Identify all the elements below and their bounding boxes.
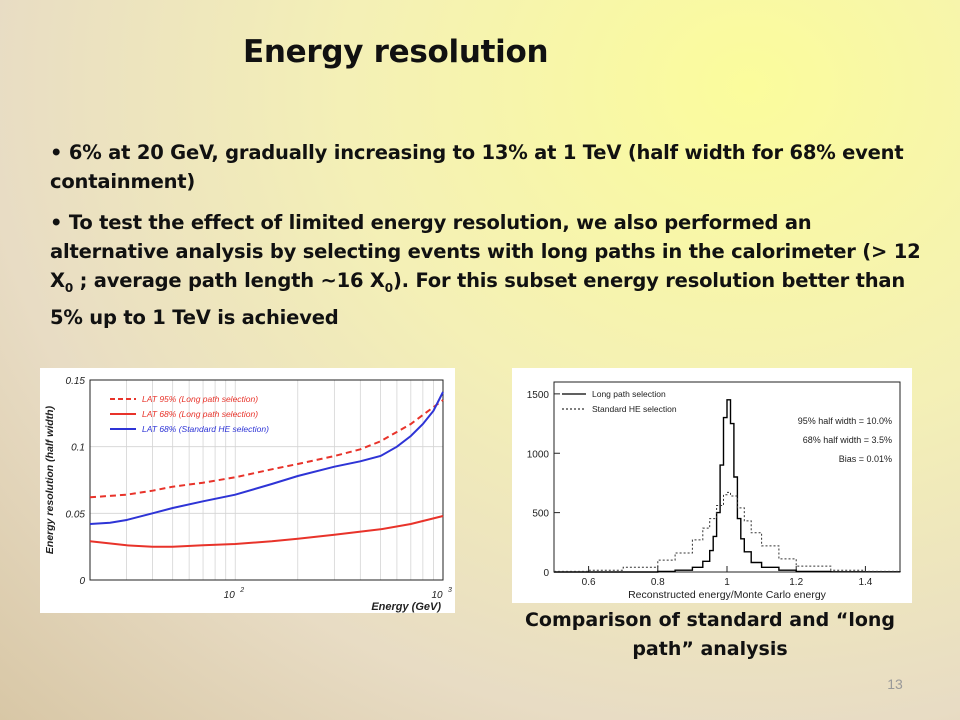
y-tick-label: 0.05	[66, 509, 86, 520]
legend-label: Long path selection	[592, 389, 666, 399]
figure-caption: Comparison of standard and “long path” a…	[524, 609, 896, 660]
x-axis-label: Reconstructed energy/Monte Carlo energy	[628, 589, 827, 601]
bullet-item: • To test the effect of limited energy r…	[50, 208, 930, 332]
legend-label: LAT 68% (Standard HE selection)	[142, 424, 269, 434]
y-tick-label: 0.15	[66, 376, 86, 387]
left-chart-panel: 0 0.05 0.1 0.15 10 2 10 3 Energy (GeV) Energy res…	[40, 368, 455, 613]
slide-title: Energy resolution	[243, 34, 549, 70]
bullet-marker: •	[50, 211, 63, 234]
legend-label: LAT 68% (Long path selection)	[142, 409, 258, 419]
reconstructed-energy-histogram: 0 500 1000 1500 0.6 0.8 1 1.2 1.4 Reconstructed e…	[527, 381, 901, 601]
series-line-1	[89, 399, 444, 499]
y-tick-label: 1500	[527, 390, 550, 401]
subscript-zero: 0	[384, 280, 393, 295]
x-tick-exponent: 2	[239, 587, 244, 594]
x-tick-label: 1.2	[789, 577, 803, 588]
y-tick-label: 0	[79, 576, 85, 587]
bullet-text-2b: ; average path length ~16 X	[73, 269, 385, 292]
y-tick-label: 500	[532, 509, 549, 520]
legend-label: Standard HE selection	[592, 404, 677, 414]
x-tick-label: 1	[724, 577, 730, 588]
histogram-series-2	[554, 491, 901, 572]
y-axis-label: Energy resolution (half width)	[44, 405, 56, 554]
y-tick-label: 0	[543, 568, 549, 579]
x-axis-label: Energy (GeV)	[371, 601, 441, 613]
series-line-3	[89, 391, 444, 525]
x-tick-label: 0.8	[651, 577, 665, 588]
stat-annotation: Bias = 0.01%	[839, 454, 892, 464]
x-tick-label: 0.6	[582, 577, 596, 588]
histogram-series-1	[554, 399, 901, 573]
x-tick-label: 10	[224, 590, 236, 601]
x-tick-exponent: 3	[448, 587, 452, 594]
bullet-item: • 6% at 20 GeV, gradually increasing to …	[50, 138, 930, 196]
y-tick-label: 0.1	[71, 443, 85, 454]
stat-annotation: 95% half width = 10.0%	[798, 416, 892, 426]
legend-label: LAT 95% (Long path selection)	[142, 394, 258, 404]
bullet-list: • 6% at 20 GeV, gradually increasing to …	[50, 138, 930, 344]
x-tick-label: 1.4	[858, 577, 872, 588]
bullet-text-2a: To test the effect of limited energy res…	[50, 211, 921, 292]
right-chart-panel: 0 500 1000 1500 0.6 0.8 1 1.2 1.4 Reconstructed e…	[512, 368, 912, 603]
bullet-text-2c: ). For this subset energy resolution bet…	[50, 269, 906, 329]
slide-number: 13	[887, 676, 903, 692]
x-tick-label: 10	[431, 590, 443, 601]
series-line-2	[89, 515, 444, 548]
plot-frame	[89, 379, 444, 581]
stat-annotation: 68% half width = 3.5%	[803, 435, 892, 445]
bullet-text-1: 6% at 20 GeV, gradually increasing to 13…	[50, 141, 904, 193]
subscript-zero: 0	[64, 280, 73, 295]
bullet-marker: •	[50, 141, 63, 164]
y-tick-label: 1000	[527, 449, 550, 460]
